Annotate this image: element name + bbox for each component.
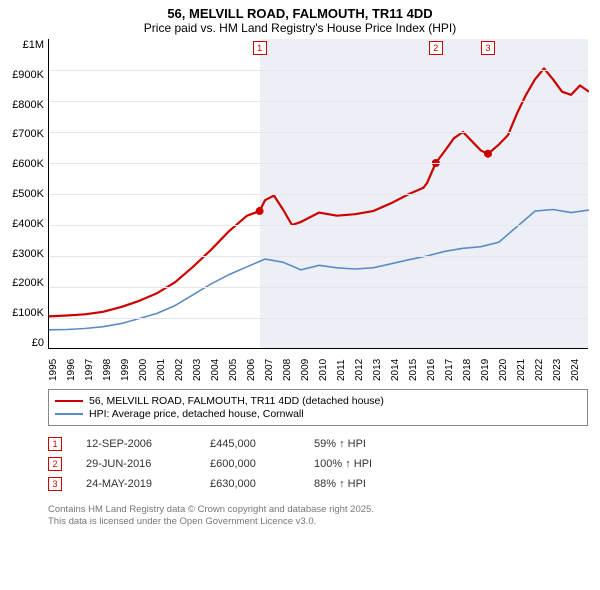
x-tick-label: 2023 — [552, 349, 570, 383]
x-tick-label: 2006 — [246, 349, 264, 383]
line-subject — [49, 68, 589, 316]
x-tick-label: 1999 — [120, 349, 138, 383]
y-tick-label: £400K — [12, 218, 44, 230]
x-tick-label: 2011 — [336, 349, 354, 383]
y-tick-label: £800K — [12, 99, 44, 111]
footer-attribution: Contains HM Land Registry data © Crown c… — [48, 504, 588, 528]
y-axis: £1M £900K £800K £700K £600K £500K £400K £300K £2… — [8, 39, 48, 349]
sale-marker-flag: 2 — [429, 41, 443, 55]
x-tick-label: 2009 — [300, 349, 318, 383]
x-tick-label: 2016 — [426, 349, 444, 383]
sale-row: 1 12-SEP-2006 £445,000 59% ↑ HPI — [48, 434, 588, 454]
title-line2: Price paid vs. HM Land Registry's House … — [8, 21, 592, 35]
x-tick-label: 2004 — [210, 349, 228, 383]
x-tick-label: 2015 — [408, 349, 426, 383]
legend-swatch — [55, 413, 83, 415]
sale-dot — [256, 207, 264, 215]
sale-date: 29-JUN-2016 — [86, 458, 186, 470]
y-tick-label: £1M — [23, 39, 44, 51]
title-line1: 56, MELVILL ROAD, FALMOUTH, TR11 4DD — [8, 6, 592, 21]
sale-marker-flag: 1 — [253, 41, 267, 55]
x-tick-label: 2020 — [498, 349, 516, 383]
y-tick-label: £900K — [12, 69, 44, 81]
line-hpi — [49, 210, 589, 330]
x-tick-label: 2000 — [138, 349, 156, 383]
legend-swatch — [55, 400, 83, 402]
sale-row: 3 24-MAY-2019 £630,000 88% ↑ HPI — [48, 474, 588, 494]
sale-price: £600,000 — [210, 458, 290, 470]
x-tick-label: 1998 — [102, 349, 120, 383]
sale-delta: 59% ↑ HPI — [314, 438, 366, 450]
sale-marker-flag: 3 — [481, 41, 495, 55]
x-tick-label: 2001 — [156, 349, 174, 383]
sale-delta: 100% ↑ HPI — [314, 458, 372, 470]
legend-item: HPI: Average price, detached house, Corn… — [55, 408, 581, 420]
x-tick-label: 2005 — [228, 349, 246, 383]
legend-label: HPI: Average price, detached house, Corn… — [89, 408, 304, 420]
sale-price: £630,000 — [210, 478, 290, 490]
y-tick-label: £700K — [12, 128, 44, 140]
y-tick-label: £300K — [12, 248, 44, 260]
x-tick-label: 2002 — [174, 349, 192, 383]
legend-label: 56, MELVILL ROAD, FALMOUTH, TR11 4DD (de… — [89, 395, 384, 407]
legend: 56, MELVILL ROAD, FALMOUTH, TR11 4DD (de… — [48, 389, 588, 426]
sale-dot — [484, 150, 492, 158]
x-tick-label: 2019 — [480, 349, 498, 383]
x-tick-label: 2008 — [282, 349, 300, 383]
footer-line: This data is licensed under the Open Gov… — [48, 516, 588, 528]
x-tick-label: 2012 — [354, 349, 372, 383]
x-tick-label: 2010 — [318, 349, 336, 383]
x-tick-label: 1995 — [48, 349, 66, 383]
x-tick-label: 2003 — [192, 349, 210, 383]
sale-marker-icon: 1 — [48, 437, 62, 451]
x-tick-label: 2014 — [390, 349, 408, 383]
x-tick-label: 2024 — [570, 349, 588, 383]
x-tick-label: 2013 — [372, 349, 390, 383]
y-tick-label: £500K — [12, 188, 44, 200]
sale-delta: 88% ↑ HPI — [314, 478, 366, 490]
sale-date: 24-MAY-2019 — [86, 478, 186, 490]
y-tick-label: £200K — [12, 277, 44, 289]
footer-line: Contains HM Land Registry data © Crown c… — [48, 504, 588, 516]
x-tick-label: 1997 — [84, 349, 102, 383]
sale-date: 12-SEP-2006 — [86, 438, 186, 450]
sale-price: £445,000 — [210, 438, 290, 450]
y-tick-label: £600K — [12, 158, 44, 170]
x-tick-label: 2018 — [462, 349, 480, 383]
x-axis: 1995199619971998199920002001200220032004… — [48, 349, 588, 383]
plot-area: 1 2 3 — [48, 39, 588, 349]
x-tick-label: 2021 — [516, 349, 534, 383]
sale-marker-icon: 2 — [48, 457, 62, 471]
sales-table: 1 12-SEP-2006 £445,000 59% ↑ HPI 2 29-JUN-201… — [48, 434, 588, 494]
x-tick-label: 2022 — [534, 349, 552, 383]
y-tick-label: £0 — [32, 337, 44, 349]
x-tick-label: 2017 — [444, 349, 462, 383]
chart-title-block: 56, MELVILL ROAD, FALMOUTH, TR11 4DD Pri… — [8, 6, 592, 35]
sale-marker-icon: 3 — [48, 477, 62, 491]
chart-area: £1M £900K £800K £700K £600K £500K £400K £300K £2… — [8, 39, 592, 349]
legend-item: 56, MELVILL ROAD, FALMOUTH, TR11 4DD (de… — [55, 395, 581, 407]
y-tick-label: £100K — [12, 307, 44, 319]
x-tick-label: 2007 — [264, 349, 282, 383]
x-tick-label: 1996 — [66, 349, 84, 383]
sale-row: 2 29-JUN-2016 £600,000 100% ↑ HPI — [48, 454, 588, 474]
